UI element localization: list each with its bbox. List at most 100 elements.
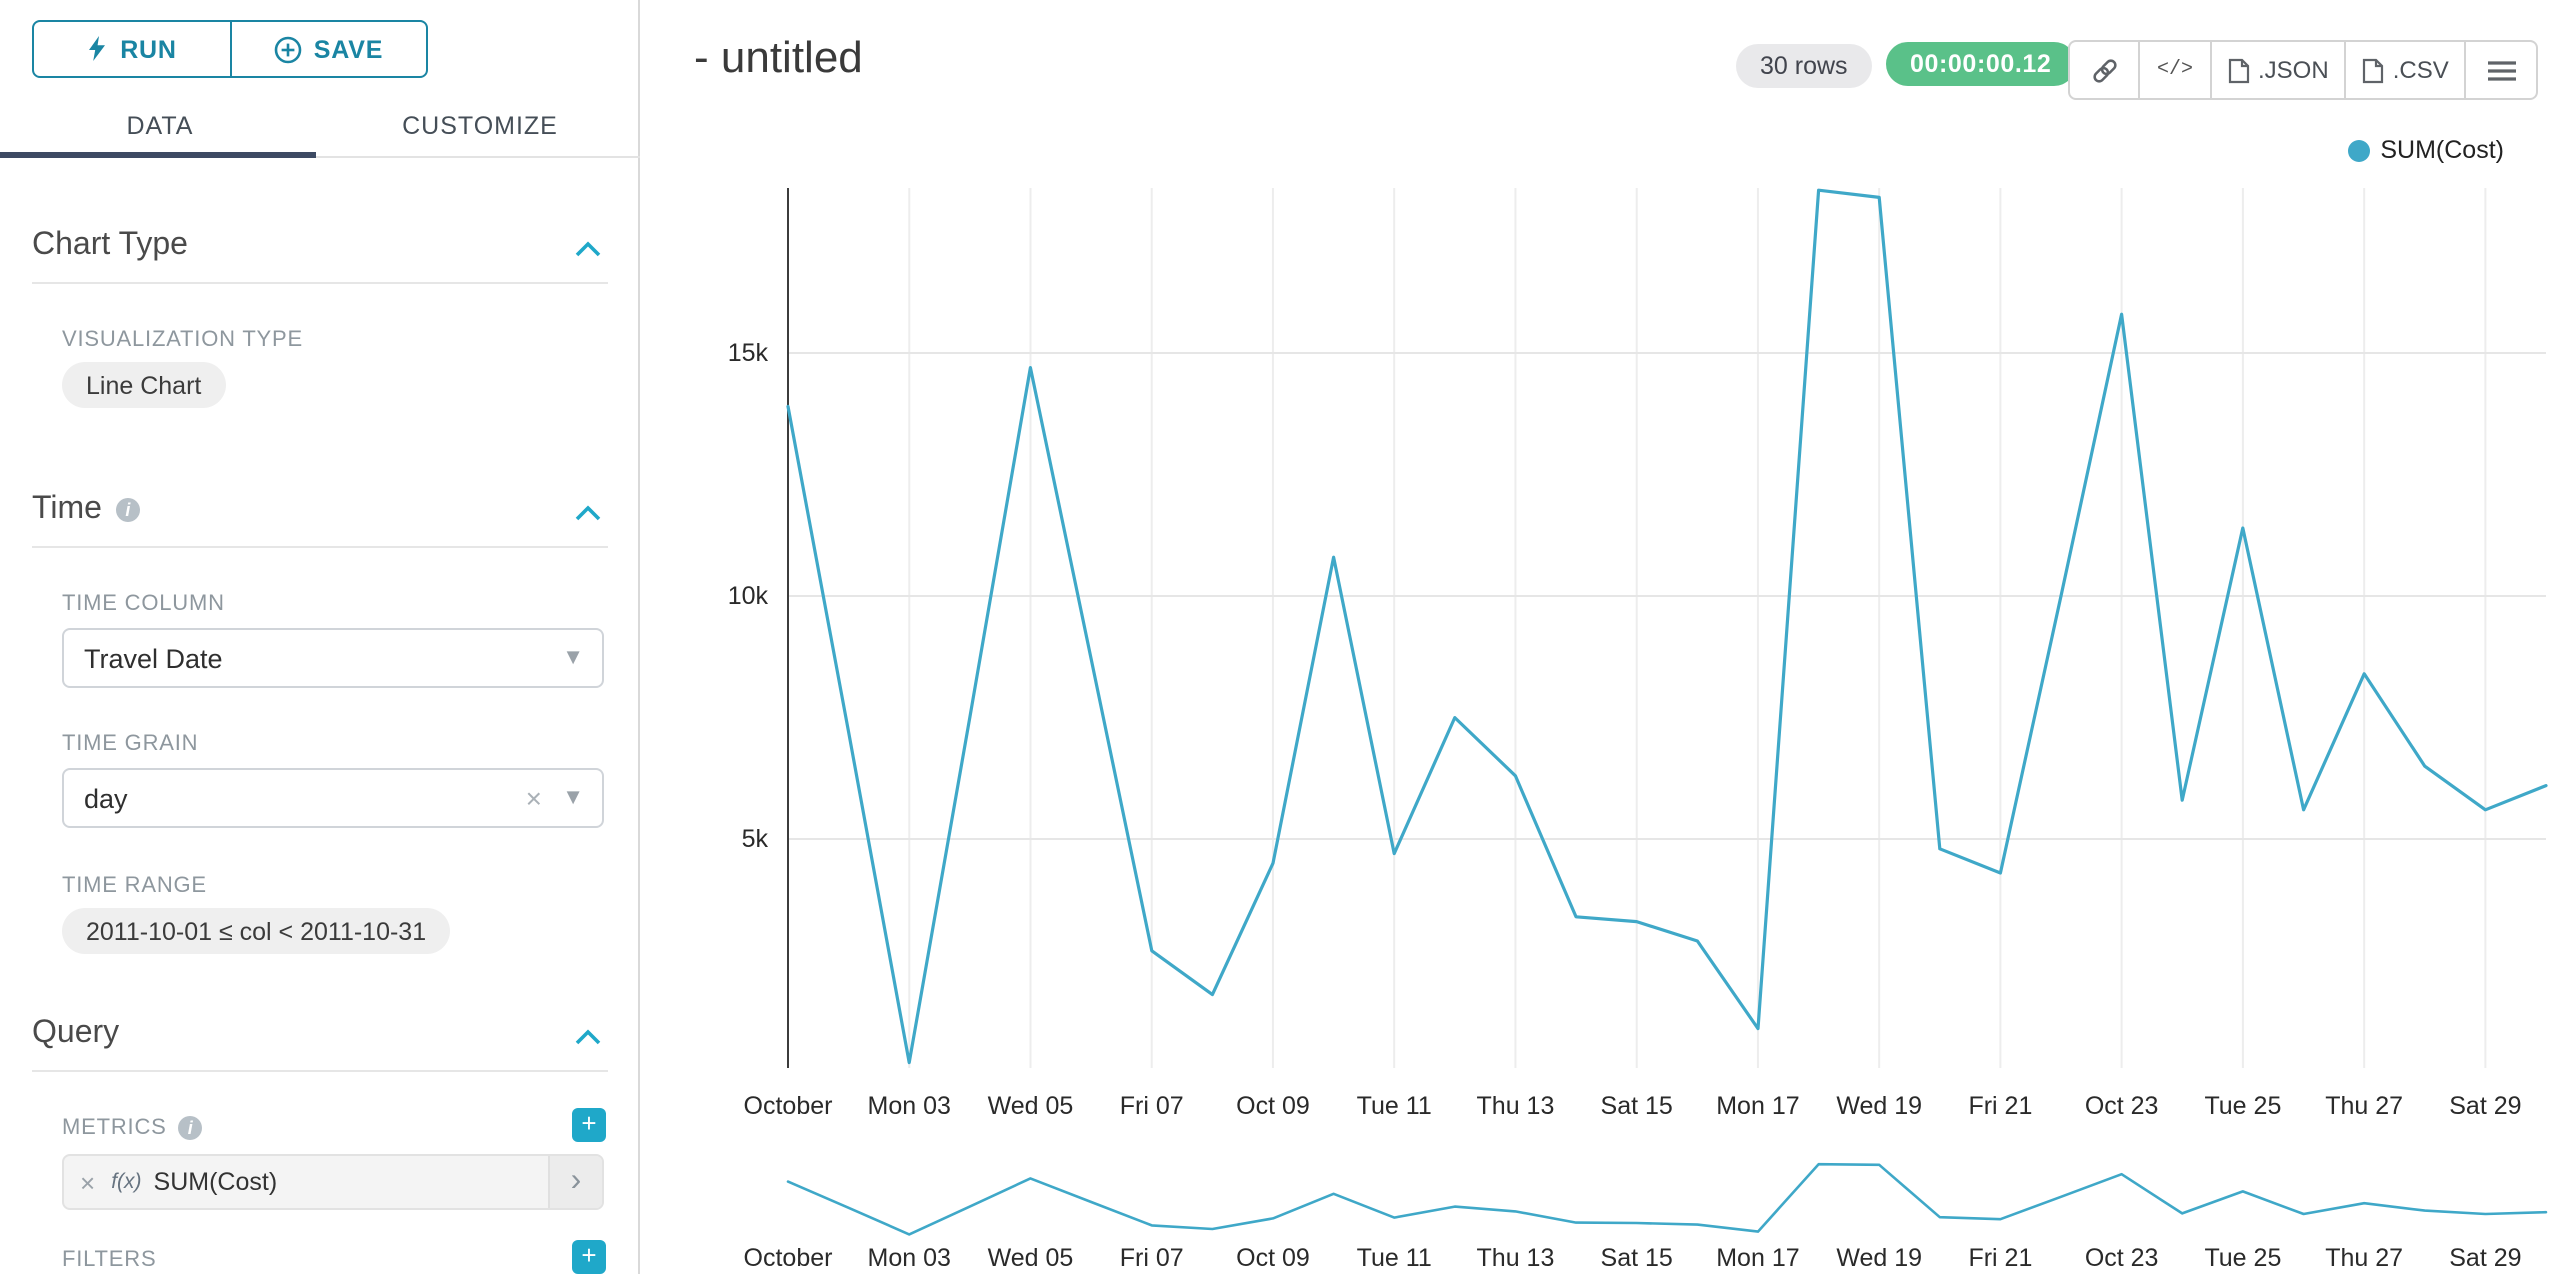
visualization-type-value[interactable]: Line Chart: [62, 362, 226, 408]
mini-x-axis-label: Tue 25: [2204, 1244, 2281, 1272]
chevron-down-icon: ▼: [562, 785, 584, 809]
legend-series-dot: [2348, 139, 2371, 161]
x-axis-label: Sat 15: [1601, 1092, 1673, 1120]
mini-x-axis-label: Sat 29: [2449, 1244, 2521, 1272]
mini-x-axis-label: Thu 13: [1477, 1244, 1555, 1272]
mini-x-axis-label: Sat 15: [1601, 1244, 1673, 1272]
tab-customize-label: CUSTOMIZE: [402, 112, 558, 140]
x-axis-label: Mon 17: [1716, 1092, 1799, 1120]
x-axis-label: Sat 29: [2449, 1092, 2521, 1120]
mini-x-axis-label: Wed 05: [988, 1244, 1074, 1272]
remove-metric-icon[interactable]: ×: [80, 1167, 96, 1197]
legend-series-label: SUM(Cost): [2380, 136, 2504, 164]
add-metric-button[interactable]: +: [572, 1108, 606, 1142]
run-save-button-group: RUN SAVE: [32, 20, 428, 78]
save-button[interactable]: SAVE: [229, 22, 426, 76]
mini-x-axis-label: Oct 23: [2085, 1244, 2159, 1272]
time-range-label-text: TIME RANGE: [62, 874, 207, 898]
control-panel: RUN SAVE DATA CUSTOMIZE Chart Type VISUA: [0, 0, 640, 1274]
section-title-query: Query: [32, 1016, 119, 1052]
mini-x-axis-label: Oct 09: [1236, 1244, 1310, 1272]
x-axis-label: Wed 19: [1836, 1092, 1922, 1120]
metrics-label-text: METRICS: [62, 1116, 167, 1140]
info-icon[interactable]: i: [115, 498, 140, 522]
chevron-up-icon[interactable]: [574, 504, 602, 522]
filters-label-text: FILTERS: [62, 1248, 157, 1272]
run-button[interactable]: RUN: [34, 22, 229, 76]
section-divider: [32, 546, 608, 548]
chevron-up-icon[interactable]: [574, 240, 602, 258]
y-axis-label: 10k: [728, 582, 769, 610]
x-axis-label: Tue 25: [2204, 1092, 2281, 1120]
time-grain-select[interactable]: day × ▼: [62, 768, 604, 828]
mini-x-axis-label: Fri 07: [1120, 1244, 1184, 1272]
chevron-up-icon[interactable]: [574, 1028, 602, 1046]
x-axis-label: Oct 23: [2085, 1092, 2159, 1120]
query-timer-text: 00:00:00.12: [1910, 50, 2052, 78]
chevron-right-icon[interactable]: ›: [548, 1156, 602, 1208]
add-filter-button[interactable]: +: [572, 1240, 606, 1274]
section-divider: [32, 1070, 608, 1072]
save-button-label: SAVE: [313, 35, 384, 63]
x-axis-label: Fri 21: [1968, 1092, 2032, 1120]
tabbar-divider: [0, 156, 640, 158]
file-icon: [2363, 57, 2384, 83]
chart-menu-button[interactable]: [2466, 40, 2539, 100]
export-button-group: </> .JSON .CSV: [2068, 40, 2539, 100]
lightning-icon: [89, 36, 106, 61]
export-csv-button[interactable]: .CSV: [2346, 40, 2467, 100]
time-grain-value: day: [84, 783, 128, 813]
time-title-text: Time: [32, 492, 102, 526]
clear-icon[interactable]: ×: [525, 782, 542, 814]
export-csv-label: .CSV: [2392, 56, 2449, 84]
time-column-select[interactable]: Travel Date ▼: [62, 628, 604, 688]
page-title: - untitled: [694, 32, 863, 82]
mini-x-axis-label: Thu 27: [2325, 1244, 2403, 1272]
y-axis-label: 15k: [728, 339, 769, 367]
metric-name: SUM(Cost): [153, 1168, 278, 1196]
row-count-text: 30 rows: [1760, 52, 1848, 80]
chart-panel: - untitled 30 rows 00:00:00.12 </>: [640, 0, 2576, 1274]
metric-item[interactable]: × f(x) SUM(Cost) ›: [62, 1154, 604, 1210]
mini-series-line[interactable]: [786, 1162, 2548, 1236]
time-column-label: TIME COLUMN: [62, 592, 225, 616]
visualization-type-label: VISUALIZATION TYPE: [62, 328, 303, 352]
line-chart[interactable]: October October Mon 03 Mon 03 Wed 05 Wed 05 Fr…: [640, 0, 2576, 1274]
section-divider: [32, 282, 608, 284]
time-range-label: TIME RANGE: [62, 874, 207, 898]
time-grain-label: TIME GRAIN: [62, 732, 198, 756]
x-axis-label: Wed 05: [988, 1092, 1074, 1120]
link-icon: [2092, 58, 2116, 82]
tab-data[interactable]: DATA: [0, 96, 320, 156]
time-grain-label-text: TIME GRAIN: [62, 732, 199, 756]
y-axis-label: 5k: [742, 825, 769, 853]
file-icon: [2228, 57, 2250, 83]
mini-x-axis-label: October: [744, 1244, 833, 1272]
time-range-value[interactable]: 2011-10-01 ≤ col < 2011-10-31: [62, 908, 451, 954]
chart-legend[interactable]: SUM(Cost): [2348, 136, 2504, 164]
filters-label: FILTERS: [62, 1248, 156, 1272]
chart-type-title-text: Chart Type: [32, 228, 188, 262]
x-axis-label: Fri 07: [1120, 1092, 1184, 1120]
info-icon[interactable]: i: [178, 1116, 203, 1140]
mini-x-axis-label: Tue 11: [1357, 1244, 1432, 1272]
mini-x-axis-label: Mon 17: [1716, 1244, 1799, 1272]
chevron-down-icon: ▼: [562, 645, 584, 669]
export-json-button[interactable]: .JSON: [2212, 40, 2347, 100]
time-column-value: Travel Date: [84, 643, 223, 673]
visualization-type-label-text: VISUALIZATION TYPE: [62, 328, 303, 352]
x-axis-label: Thu 13: [1477, 1092, 1555, 1120]
tab-data-label: DATA: [126, 112, 194, 140]
tab-customize[interactable]: CUSTOMIZE: [320, 96, 640, 156]
time-range-value-text: 2011-10-01 ≤ col < 2011-10-31: [86, 917, 427, 945]
plus-circle-icon: [274, 35, 302, 63]
view-query-button[interactable]: </>: [2140, 40, 2212, 100]
code-icon: </>: [2156, 59, 2193, 81]
run-button-label: RUN: [120, 35, 177, 63]
function-icon: f(x): [111, 1170, 142, 1194]
row-count-badge: 30 rows: [1736, 44, 1872, 88]
share-link-button[interactable]: [2068, 40, 2140, 100]
x-axis-label: October: [744, 1092, 833, 1120]
metrics-label: METRICS i: [62, 1116, 203, 1140]
